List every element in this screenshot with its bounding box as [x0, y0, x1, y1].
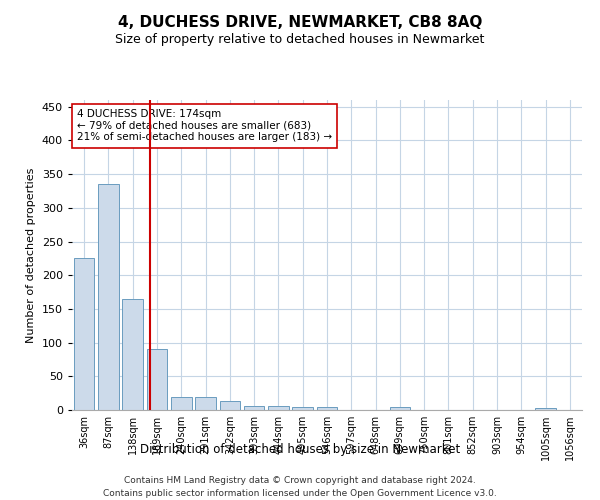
Text: 4, DUCHESS DRIVE, NEWMARKET, CB8 8AQ: 4, DUCHESS DRIVE, NEWMARKET, CB8 8AQ	[118, 15, 482, 30]
Bar	[244, 406, 265, 410]
Bar	[122, 299, 143, 410]
Text: Size of property relative to detached houses in Newmarket: Size of property relative to detached ho…	[115, 32, 485, 46]
Bar	[195, 396, 216, 410]
Bar	[98, 184, 119, 410]
Text: Distribution of detached houses by size in Newmarket: Distribution of detached houses by size …	[140, 442, 460, 456]
Text: Contains public sector information licensed under the Open Government Licence v3: Contains public sector information licen…	[103, 489, 497, 498]
Bar	[220, 400, 240, 410]
Bar	[389, 408, 410, 410]
Text: 4 DUCHESS DRIVE: 174sqm
← 79% of detached houses are smaller (683)
21% of semi-d: 4 DUCHESS DRIVE: 174sqm ← 79% of detache…	[77, 110, 332, 142]
Bar	[317, 406, 337, 410]
Bar	[171, 396, 191, 410]
Bar	[535, 408, 556, 410]
Bar	[292, 406, 313, 410]
Bar	[146, 350, 167, 410]
Text: Contains HM Land Registry data © Crown copyright and database right 2024.: Contains HM Land Registry data © Crown c…	[124, 476, 476, 485]
Y-axis label: Number of detached properties: Number of detached properties	[26, 168, 36, 342]
Bar	[74, 258, 94, 410]
Bar	[268, 406, 289, 410]
